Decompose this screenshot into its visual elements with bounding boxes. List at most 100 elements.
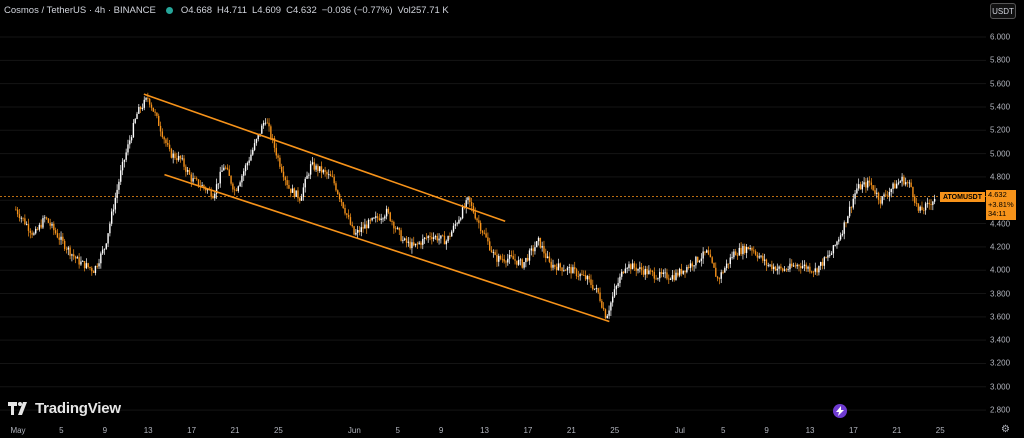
candle-up <box>71 254 73 256</box>
candle-down <box>574 267 576 270</box>
candle-up <box>112 209 115 212</box>
candle-up <box>402 239 404 241</box>
candle-down <box>22 217 24 219</box>
candle-up <box>621 271 623 277</box>
candle-down <box>583 274 585 276</box>
candle-down <box>369 219 372 221</box>
candle-down <box>342 202 344 208</box>
candle-down <box>358 230 361 232</box>
candle-down <box>317 165 319 172</box>
candle-down <box>635 267 637 271</box>
candle-down <box>195 178 198 180</box>
candle-down <box>286 180 288 186</box>
candle-down <box>709 254 712 258</box>
close-value: 4.632 <box>292 4 317 16</box>
candle-up <box>857 184 860 189</box>
candle-down <box>481 230 484 233</box>
candle-up <box>659 272 661 279</box>
symbol-title[interactable]: Cosmos / TetherUS · 4h · BINANCE <box>4 4 156 16</box>
candle-up <box>689 263 692 268</box>
candle-up <box>60 236 62 240</box>
price-tick-label: 5.600 <box>990 79 1011 89</box>
candle-up <box>105 243 107 249</box>
candle-down <box>416 243 419 245</box>
candle-down <box>159 125 162 132</box>
candle-up <box>465 200 467 208</box>
candle-up <box>895 183 898 189</box>
candle-down <box>545 253 547 258</box>
channel-line <box>143 93 506 222</box>
candle-down <box>744 246 746 253</box>
candle-down <box>163 137 165 140</box>
candle-down <box>810 271 813 273</box>
open-label: O <box>180 4 189 16</box>
candle-up <box>933 198 936 202</box>
candle-up <box>725 263 728 269</box>
candle-down <box>630 264 632 270</box>
candle-down <box>474 212 476 219</box>
candle-up <box>693 265 695 267</box>
price-tick-label: 5.400 <box>990 102 1011 112</box>
candle-up <box>657 278 659 280</box>
candle-down <box>27 224 30 231</box>
candle-down <box>148 98 151 105</box>
candle-down <box>487 237 489 242</box>
candle-up <box>177 155 180 161</box>
candle-up <box>67 247 69 250</box>
candle-down <box>425 237 428 239</box>
price-tick-label: 3.600 <box>990 312 1011 322</box>
candle-down <box>338 194 341 200</box>
candle-up <box>243 171 245 176</box>
candle-down <box>18 214 21 219</box>
candle-up <box>572 267 574 274</box>
candle-down <box>747 246 750 250</box>
candle-down <box>478 220 480 223</box>
candle-up <box>628 264 630 269</box>
candle-down <box>526 257 529 261</box>
candle-up <box>867 180 869 188</box>
candle-down <box>651 270 654 273</box>
candle-up <box>407 241 410 243</box>
candle-down <box>230 175 232 184</box>
candle-up <box>568 267 570 268</box>
candle-down <box>673 275 675 280</box>
time-tick-label: 9 <box>102 426 108 435</box>
candle-down <box>716 276 719 279</box>
candle-up <box>452 225 455 232</box>
candle-up <box>856 188 858 194</box>
candle-up <box>720 272 722 279</box>
candle-up <box>130 137 133 141</box>
candle-down <box>886 195 889 197</box>
candle-up <box>807 266 809 269</box>
tradingview-logo[interactable]: TradingView <box>8 400 121 417</box>
candle-up <box>107 233 109 244</box>
candle-up <box>403 238 406 240</box>
candle-down <box>449 236 451 237</box>
candle-up <box>360 227 362 232</box>
candle-up <box>525 257 527 263</box>
candle-up <box>639 267 641 269</box>
candle-down <box>865 182 867 188</box>
candle-down <box>228 169 230 176</box>
candle-up <box>787 269 789 271</box>
candle-down <box>559 263 561 268</box>
settings-gear-icon[interactable]: ⚙ <box>1001 424 1010 435</box>
candle-down <box>282 171 285 178</box>
candle-down <box>592 284 594 290</box>
candle-down <box>715 267 717 277</box>
candle-down <box>351 224 353 227</box>
candle-down <box>514 259 516 261</box>
candle-up <box>109 223 111 234</box>
candle-down <box>711 257 713 263</box>
candle-up <box>451 231 453 237</box>
lightning-icon[interactable] <box>833 404 847 418</box>
candle-up <box>239 182 241 187</box>
currency-unit-button[interactable]: USDT <box>990 3 1016 19</box>
candle-down <box>293 188 296 197</box>
candle-up <box>827 255 829 258</box>
candle-up <box>595 288 598 289</box>
candle-down <box>431 237 433 240</box>
candle-up <box>733 251 735 258</box>
candle-down <box>326 171 328 175</box>
